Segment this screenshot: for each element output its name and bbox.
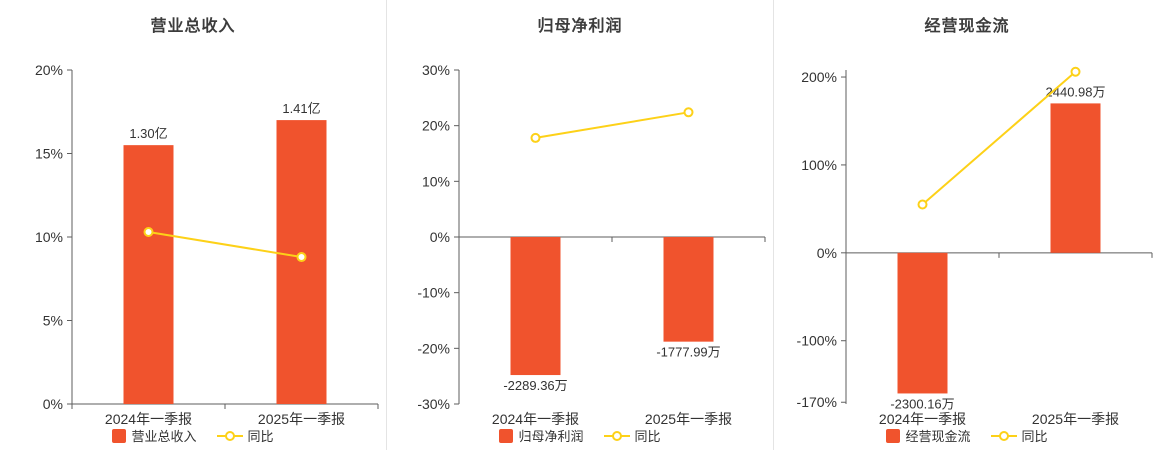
chart-title-cash-flow: 经营现金流 xyxy=(924,18,1010,35)
yoy-line-marker[interactable] xyxy=(530,132,541,143)
y-tick-label: -10% xyxy=(417,285,450,301)
bar-value-label: 2440.98万 xyxy=(1046,84,1106,99)
y-tick-label: -30% xyxy=(417,396,450,412)
chart-panel-net-profit: 归母净利润 30% 20% 10% 0% -10% -20% -30% -2289.36万 20… xyxy=(386,0,773,450)
legend-label: 归母净利润 xyxy=(518,429,584,444)
y-tick-label: 30% xyxy=(422,62,450,78)
y-tick-label: 200% xyxy=(801,69,837,85)
bar-swatch-icon xyxy=(886,428,901,443)
chart-title-net-profit: 归母净利润 xyxy=(537,18,623,35)
x-category-label: 2024年一季报 xyxy=(492,411,579,427)
y-tick-label: 0% xyxy=(430,229,450,245)
x-category-label: 2025年一季报 xyxy=(258,411,345,427)
legend-label: 同比 xyxy=(634,429,661,444)
legend-item-cash-flow-bar[interactable]: 经营现金流 xyxy=(886,426,971,445)
legend-label: 经营现金流 xyxy=(905,429,971,444)
x-category-label: 2024年一季报 xyxy=(105,411,192,427)
x-category-label: 2025年一季报 xyxy=(645,411,732,427)
net-profit-chart-plot: 30% 20% 10% 0% -10% -20% -30% -2289.36万 2024年一季报… xyxy=(417,62,766,427)
y-tick-label: 100% xyxy=(801,157,837,173)
yoy-line-marker[interactable] xyxy=(683,107,694,118)
y-tick-label: -170% xyxy=(797,394,837,410)
legend-item-net-profit-bar[interactable]: 归母净利润 xyxy=(499,426,584,445)
net-profit-chart-legend: 归母净利润 同比 xyxy=(387,426,773,445)
chart-panel-cash-flow: 经营现金流 200% 100% 0% -100% -170% -2300.16万 2024年… xyxy=(773,0,1160,450)
legend-item-cash-flow-yoy[interactable]: 同比 xyxy=(990,426,1048,445)
y-tick-label: 5% xyxy=(43,313,63,329)
y-tick-label: 0% xyxy=(43,396,63,412)
bar-value-label: 1.30亿 xyxy=(129,126,167,141)
chart-panel-revenue: 营业总收入 0% 5% 10% 15% 20% 1.30亿 2024年一季报 1.41亿 202… xyxy=(0,0,386,450)
yoy-line-series xyxy=(535,111,689,139)
y-tick-label: 20% xyxy=(35,62,63,78)
bar-2025年一季报[interactable] xyxy=(663,237,714,342)
bar-value-label: -2289.36万 xyxy=(503,378,567,393)
line-swatch-icon xyxy=(990,429,1017,443)
bar-value-label: 1.41亿 xyxy=(282,101,320,116)
yoy-line-marker[interactable] xyxy=(917,199,928,210)
yoy-line-marker[interactable] xyxy=(296,252,307,263)
cash-flow-chart-legend: 经营现金流 同比 xyxy=(774,426,1160,445)
revenue-chart-plot: 0% 5% 10% 15% 20% 1.30亿 2024年一季报 1.41亿 2025年一季报 xyxy=(35,62,379,427)
revenue-chart-legend: 营业总收入 同比 xyxy=(0,426,386,445)
yoy-line-marker[interactable] xyxy=(143,226,154,237)
x-category-label: 2025年一季报 xyxy=(1032,411,1119,427)
y-tick-label: 0% xyxy=(817,245,837,261)
bar-swatch-icon xyxy=(499,428,514,443)
yoy-line-series xyxy=(148,231,302,259)
legend-item-revenue-yoy[interactable]: 同比 xyxy=(216,426,274,445)
legend-label: 营业总收入 xyxy=(131,429,197,444)
y-tick-label: -20% xyxy=(417,340,450,356)
legend-item-revenue-bar[interactable]: 营业总收入 xyxy=(112,426,197,445)
line-swatch-icon xyxy=(603,429,630,443)
bar-2025年一季报[interactable] xyxy=(1050,103,1101,253)
y-tick-label: 20% xyxy=(422,118,450,134)
bar-value-label: -1777.99万 xyxy=(656,345,720,360)
legend-label: 同比 xyxy=(247,429,274,444)
y-tick-label: 10% xyxy=(422,173,450,189)
chart-title-revenue: 营业总收入 xyxy=(150,18,236,35)
y-tick-label: -100% xyxy=(797,333,837,349)
y-tick-label: 10% xyxy=(35,229,63,245)
y-tick-label: 15% xyxy=(35,146,63,162)
legend-item-net-profit-yoy[interactable]: 同比 xyxy=(603,426,661,445)
yoy-line-series xyxy=(921,71,1077,206)
bar-2025年一季报[interactable] xyxy=(276,120,327,404)
bar-value-label: -2300.16万 xyxy=(890,396,954,411)
legend-label: 同比 xyxy=(1021,429,1048,444)
bar-2024年一季报[interactable] xyxy=(510,237,561,376)
bar-2024年一季报[interactable] xyxy=(897,252,948,394)
yoy-line-marker[interactable] xyxy=(1070,66,1081,77)
bar-2024年一季报[interactable] xyxy=(123,145,174,404)
bar-swatch-icon xyxy=(112,428,127,443)
line-swatch-icon xyxy=(216,429,243,443)
x-category-label: 2024年一季报 xyxy=(879,411,966,427)
